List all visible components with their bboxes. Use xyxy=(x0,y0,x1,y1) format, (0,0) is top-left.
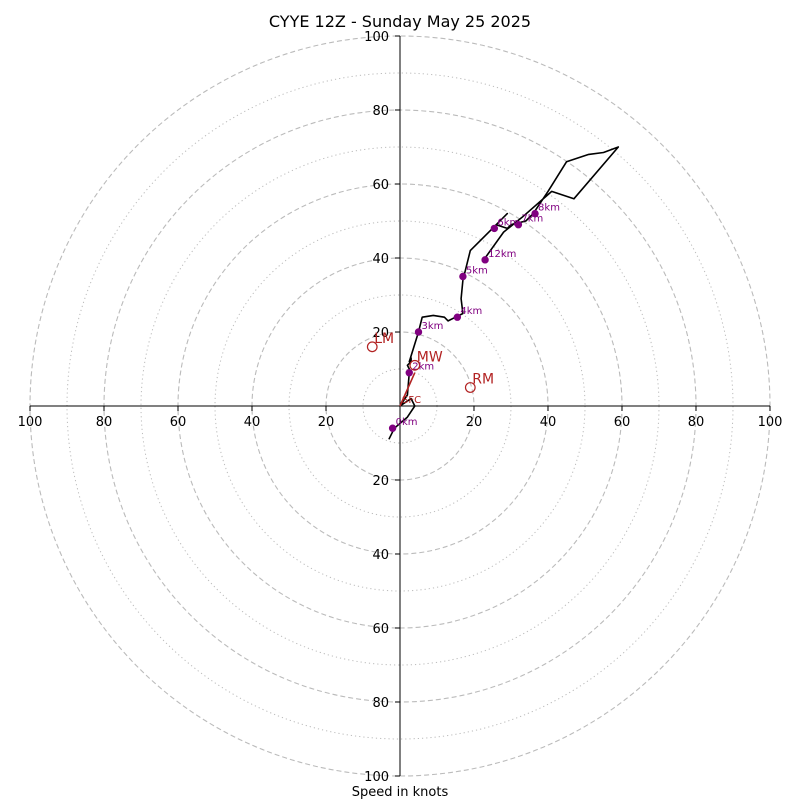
y-tick-label: 80 xyxy=(372,104,389,119)
height-point xyxy=(453,313,462,321)
height-point xyxy=(459,272,467,281)
x-tick-label: 100 xyxy=(18,415,43,430)
y-tick-label: 100 xyxy=(364,30,389,45)
height-point xyxy=(405,369,413,377)
storm-motion-marker xyxy=(366,341,378,353)
height-point-label: 5km xyxy=(466,266,488,277)
y-tick-label: 80 xyxy=(372,696,389,711)
x-tick-label: 60 xyxy=(614,415,631,430)
storm-motion-label: RM xyxy=(472,372,494,388)
storm-motion-label: LM xyxy=(374,331,394,347)
x-tick-label: 100 xyxy=(758,415,783,430)
height-point-label: 4km xyxy=(460,306,482,317)
hodograph-trace xyxy=(388,146,620,440)
storm-motion-marker xyxy=(464,382,476,393)
shear-vector xyxy=(399,372,416,407)
storm-motion-label: MW xyxy=(417,349,443,365)
y-tick-label: 40 xyxy=(372,548,389,563)
x-tick-label: 40 xyxy=(244,415,261,430)
y-tick-label: 100 xyxy=(364,770,389,785)
height-point xyxy=(481,256,489,264)
height-point-label: 7km xyxy=(521,214,543,225)
height-point-label: 2km xyxy=(412,362,434,373)
y-tick-label: 40 xyxy=(372,252,389,267)
shear-start-label: SFC xyxy=(402,395,421,406)
height-point xyxy=(514,221,523,229)
height-point-label: 0km xyxy=(396,417,418,428)
x-tick-label: 60 xyxy=(170,415,187,430)
height-point-label: 3km xyxy=(422,321,444,332)
height-point-label: 6km xyxy=(497,217,519,228)
y-tick-label: 20 xyxy=(372,474,389,489)
y-tick-label: 60 xyxy=(372,622,389,637)
x-tick-label: 80 xyxy=(688,415,705,430)
x-tick-label: 20 xyxy=(318,415,335,430)
height-point xyxy=(531,209,539,218)
x-axis-label: Speed in knots xyxy=(352,785,449,800)
x-tick-label: 80 xyxy=(96,415,113,430)
storm-motion-marker xyxy=(409,359,421,371)
chart-title: CYYE 12Z - Sunday May 25 2025 xyxy=(269,12,531,31)
height-point-label: 12km xyxy=(488,249,516,260)
height-point-label: 8km xyxy=(538,203,560,214)
y-tick-label: 60 xyxy=(372,178,389,193)
height-point xyxy=(414,328,423,336)
x-tick-label: 20 xyxy=(466,415,483,430)
height-point xyxy=(490,224,499,233)
y-tick-label: 20 xyxy=(372,326,389,341)
x-tick-label: 40 xyxy=(540,415,557,430)
height-point xyxy=(388,424,397,432)
